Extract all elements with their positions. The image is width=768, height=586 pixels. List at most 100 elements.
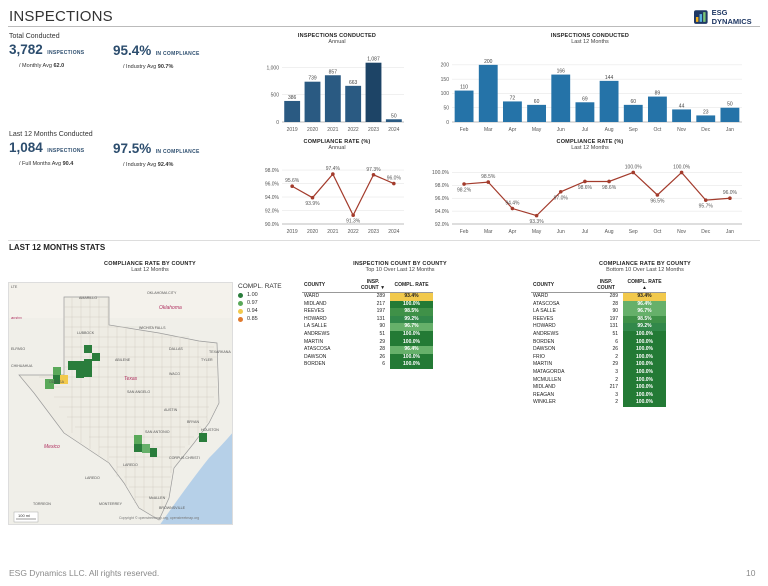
county-reeves[interactable] — [45, 379, 54, 389]
top10-cell-county: REEVES — [304, 308, 325, 315]
bottom10-cell-rate: 100.0% — [623, 361, 666, 369]
gulf-coast — [160, 433, 232, 524]
monthly-count-subtitle: Last 12 Months — [571, 39, 609, 45]
county-atascosa[interactable] — [134, 435, 142, 444]
bottom10-col-count[interactable]: INSP. COUNT — [589, 278, 623, 293]
top10-row[interactable]: HOWARD 131 99.2% — [302, 315, 433, 324]
top10-row[interactable]: ATASCOSA 28 96.4% — [302, 346, 433, 354]
bottom10-row[interactable]: MIDLAND 217 100.0% — [531, 384, 666, 392]
top10-row[interactable]: LA SALLE 90 96.7% — [302, 323, 433, 331]
county-dawson[interactable] — [84, 345, 92, 353]
county-la-salle[interactable] — [142, 444, 150, 453]
top10-col-count[interactable]: INSP. COUNT ▼ — [356, 278, 390, 293]
county-mcmullen[interactable] — [150, 448, 157, 457]
bottom10-row[interactable]: MATAGORDA 3 100.0% — [531, 368, 666, 377]
x-tick-label: Mar — [484, 229, 493, 235]
top10-row[interactable]: DAWSON 26 100.0% — [302, 353, 433, 362]
top10-row[interactable]: WARD 289 93.4% — [302, 292, 433, 301]
county-winkler[interactable] — [53, 375, 60, 384]
x-tick-label: Jan — [726, 229, 734, 235]
logo-text: ESG DYNAMICS — [711, 8, 752, 26]
highlighted-counties[interactable] — [45, 345, 207, 457]
top10-row[interactable]: BORDEN 6 100.0% — [302, 361, 433, 369]
bottom10-row[interactable]: WINKLER 2 100.0% — [531, 399, 666, 407]
top10-row[interactable]: MIDLAND 217 100.0% — [302, 300, 433, 309]
data-point — [703, 198, 708, 202]
county-matagorda[interactable] — [199, 433, 207, 442]
bottom10-col-rate[interactable]: COMPL. RATE ▲ — [623, 278, 666, 293]
county-midland[interactable] — [76, 370, 84, 378]
y-tick-label: 100.0% — [432, 170, 450, 176]
kpi-l12: Last 12 Months Conducted 1,084 INSPECTIO… — [9, 131, 93, 167]
bottom10-row[interactable]: DAWSON 26 100.0% — [531, 346, 666, 354]
map-label-texarkana: TEXARKANA — [209, 350, 231, 354]
bottom10-table-wrap: COUNTY INSP. COUNT COMPL. RATE ▲ WARD 289… — [531, 278, 666, 407]
bottom10-cell-county: REEVES — [533, 315, 554, 322]
y-tick-label: 0 — [276, 120, 279, 126]
bottom10-row[interactable]: WARD 289 93.4% — [531, 292, 666, 301]
legend-item[interactable]: 0.94 — [238, 308, 282, 314]
bottom10-cell-count: 29 — [612, 361, 618, 368]
county-howard[interactable] — [84, 359, 92, 368]
bottom10-row[interactable]: REAGAN 3 100.0% — [531, 391, 666, 400]
county-reeves-n[interactable] — [53, 367, 61, 375]
legend-item[interactable]: 1.00 — [238, 292, 282, 298]
sort-asc-icon[interactable]: ▲ — [642, 285, 647, 291]
bottom10-cell-county: BORDEN — [533, 338, 555, 345]
bottom10-cell-county: WARD — [533, 293, 549, 299]
data-label: 98.6% — [578, 185, 593, 191]
bottom10-row[interactable]: HOWARD 131 99.2% — [531, 323, 666, 331]
data-label: 166 — [557, 69, 566, 75]
map-label-tyler: TYLER — [201, 358, 213, 362]
bottom10-row[interactable]: MARTIN 29 100.0% — [531, 361, 666, 369]
top10-cell-rate: 100.0% — [390, 353, 433, 362]
county-andrews[interactable] — [68, 361, 76, 370]
top10-row[interactable]: REEVES 197 98.5% — [302, 308, 433, 316]
x-tick-label: Nov — [677, 229, 686, 235]
bottom10-row[interactable]: FRIO 2 100.0% — [531, 353, 666, 362]
top10-row[interactable]: ANDREWS 51 100.0% — [302, 330, 433, 339]
kpi-total: Total Conducted 3,782 INSPECTIONS / Mont… — [9, 33, 84, 69]
county-frio[interactable] — [134, 444, 142, 452]
sort-desc-icon[interactable]: ▼ — [380, 285, 386, 291]
bottom10-cell-rate: 99.2% — [623, 323, 666, 331]
top10-row[interactable]: MARTIN 29 100.0% — [302, 338, 433, 347]
bottom10-row[interactable]: ANDREWS 51 100.0% — [531, 330, 666, 339]
legend-item[interactable]: 0.97 — [238, 300, 282, 306]
map-legend-title: COMPL. RATE — [238, 283, 282, 290]
y-tick-label: 96.0% — [435, 196, 450, 202]
x-tick-label: 2021 — [327, 127, 338, 133]
kpi-total-sub-value: 62.0 — [53, 63, 65, 69]
bar — [647, 96, 667, 122]
county-borden[interactable] — [92, 353, 100, 361]
map-label-san-angelo: SAN ANGELO — [127, 390, 150, 394]
top10-col-rate[interactable]: COMPL. RATE — [390, 278, 433, 293]
bottom10-row[interactable]: REEVES 197 98.5% — [531, 315, 666, 324]
bottom10-row[interactable]: BORDEN 6 100.0% — [531, 338, 666, 347]
map-label-laredo: LAREDO — [123, 463, 138, 467]
county-map[interactable]: LTE OKLAHOMA CITY AMARILLO LUBBOCK WICHI… — [8, 282, 233, 525]
map-label-wichita: WICHITA FALLS — [139, 326, 166, 330]
data-label: 110 — [460, 85, 468, 91]
top10-cell-rate: 100.0% — [390, 330, 433, 339]
top10-cell-rate: 98.5% — [390, 308, 433, 316]
county-martin[interactable] — [76, 361, 84, 370]
x-tick-label: Mar — [484, 127, 493, 133]
kpi-total-rate-sub-label: / Industry Avg — [123, 64, 157, 70]
bottom10-row[interactable]: MCMULLEN 2 100.0% — [531, 376, 666, 385]
county-ward[interactable] — [60, 375, 68, 384]
y-tick-label: 90.0% — [265, 222, 280, 228]
bottom10-row[interactable]: LA SALLE 90 96.7% — [531, 308, 666, 316]
top10-col-county[interactable]: COUNTY — [302, 278, 356, 293]
kpi-l12-label: Last 12 Months Conducted — [9, 131, 93, 138]
x-tick-label: 2020 — [307, 127, 318, 133]
county-map-svg[interactable]: LTE OKLAHOMA CITY AMARILLO LUBBOCK WICHI… — [9, 283, 233, 525]
county-reagan[interactable] — [84, 368, 92, 377]
bottom10-col-county[interactable]: COUNTY — [531, 278, 589, 293]
legend-item[interactable]: 0.85 — [238, 316, 282, 322]
bottom10-row[interactable]: ATASCOSA 28 96.4% — [531, 300, 666, 309]
x-tick-label: Oct — [654, 127, 662, 133]
kpi-l12-value: 1,084 — [9, 140, 43, 155]
top10-subtitle: Top 10 Over Last 12 Months — [365, 267, 435, 273]
data-point — [607, 179, 611, 184]
